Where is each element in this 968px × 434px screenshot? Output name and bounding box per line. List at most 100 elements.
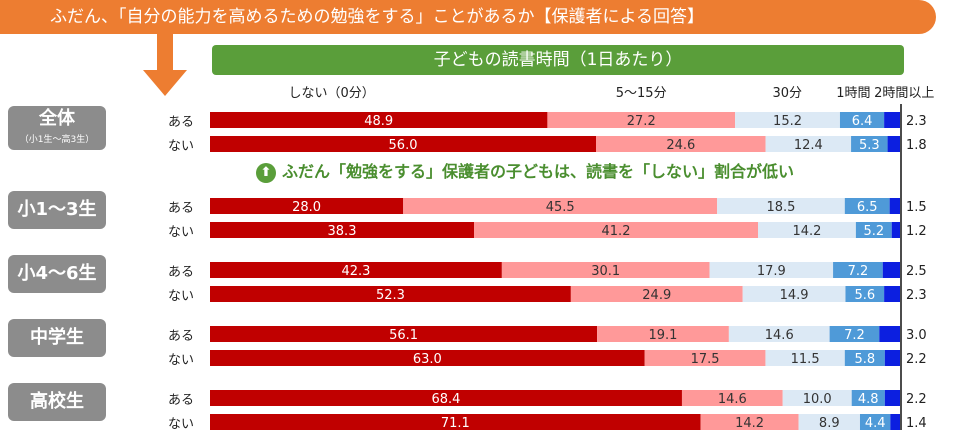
data-label: 28.0 bbox=[292, 200, 321, 215]
chart-subtitle: 子どもの読書時間（1日あたり） bbox=[212, 45, 904, 75]
bar-segment bbox=[884, 286, 900, 302]
bar-segment bbox=[782, 390, 852, 406]
data-label: 14.2 bbox=[735, 416, 764, 431]
row-label: ない bbox=[167, 353, 194, 368]
data-label: 19.1 bbox=[649, 328, 678, 343]
chart-annotation: ⬆ ふだん「勉強をする」保護者の子どもは、読書を「しない」割合が低い bbox=[256, 158, 794, 183]
data-label: 5.8 bbox=[854, 352, 875, 367]
chart-title-banner: ふだん、「自分の能力を高めるための勉強をする」ことがあるか【保護者による回答】 bbox=[0, 0, 936, 34]
data-label: 2.3 bbox=[906, 288, 927, 303]
bar-segment bbox=[798, 414, 860, 430]
bar-segment bbox=[547, 112, 736, 128]
bar-segment bbox=[859, 414, 891, 430]
bar-segment bbox=[597, 326, 729, 342]
bar-segment bbox=[884, 350, 900, 366]
bar-segment bbox=[474, 222, 759, 238]
bar-segment bbox=[845, 286, 885, 302]
bar-segment bbox=[884, 112, 900, 128]
data-label: 4.8 bbox=[858, 392, 879, 407]
data-label: 8.9 bbox=[819, 416, 840, 431]
group-label: 高校生 bbox=[8, 383, 106, 421]
row-label: ある bbox=[167, 329, 194, 344]
data-label: 7.2 bbox=[844, 328, 865, 343]
group-label: 中学生 bbox=[8, 319, 106, 357]
data-label: 48.9 bbox=[364, 114, 393, 129]
data-label: 2.3 bbox=[906, 114, 927, 129]
bar-segment bbox=[851, 136, 888, 152]
bar-segment bbox=[889, 198, 900, 214]
bar-segment bbox=[742, 286, 846, 302]
data-label: 14.6 bbox=[718, 392, 747, 407]
row-label: ある bbox=[167, 393, 194, 408]
bar-segment bbox=[833, 262, 883, 278]
group-name: 中学生 bbox=[30, 327, 84, 348]
data-label: 5.2 bbox=[863, 224, 884, 239]
legend-item: 30分 bbox=[772, 86, 803, 101]
bar-segment bbox=[570, 286, 743, 302]
bar-segment bbox=[829, 326, 880, 342]
group-label: 小1〜3生 bbox=[8, 191, 106, 229]
data-label: 56.0 bbox=[389, 138, 418, 153]
data-label: 24.6 bbox=[666, 138, 695, 153]
data-label: 7.2 bbox=[848, 264, 869, 279]
bar-segment bbox=[709, 262, 834, 278]
bar-segment bbox=[700, 414, 799, 430]
group-subname: （小1生〜高3生） bbox=[19, 135, 95, 145]
group-label: 小4〜6生 bbox=[8, 255, 106, 293]
bar-segment bbox=[765, 350, 845, 366]
bar-segment bbox=[403, 198, 718, 214]
data-label: 15.2 bbox=[773, 114, 802, 129]
data-label: 4.4 bbox=[865, 416, 886, 431]
bar-segment bbox=[210, 414, 701, 430]
data-label: 18.5 bbox=[767, 200, 796, 215]
row-label: ある bbox=[167, 201, 194, 216]
data-label: 68.4 bbox=[432, 392, 461, 407]
group-label: 全体 （小1生〜高3生） bbox=[8, 106, 106, 150]
data-label: 1.4 bbox=[906, 416, 927, 431]
data-label: 3.0 bbox=[906, 328, 927, 343]
data-label: 63.0 bbox=[413, 352, 442, 367]
row-label: ない bbox=[167, 417, 194, 432]
group-name: 小1〜3生 bbox=[17, 199, 97, 220]
data-label: 6.4 bbox=[852, 114, 873, 129]
bar-segment bbox=[851, 390, 885, 406]
group-name: 全体 bbox=[39, 108, 75, 129]
bar-segment bbox=[210, 112, 548, 128]
data-label: 5.6 bbox=[854, 288, 875, 303]
data-label: 1.2 bbox=[906, 224, 927, 239]
bar-segment bbox=[210, 136, 597, 152]
bar-segment bbox=[882, 262, 900, 278]
legend-item: 2時間以上 bbox=[874, 86, 935, 101]
group-name: 小4〜6生 bbox=[17, 263, 97, 284]
bar-segment bbox=[758, 222, 856, 238]
data-label: 27.2 bbox=[627, 114, 656, 129]
bar-segment bbox=[210, 286, 571, 302]
data-label: 42.3 bbox=[341, 264, 370, 279]
row-label: ない bbox=[167, 225, 194, 240]
data-label: 14.9 bbox=[780, 288, 809, 303]
annotation-text: ふだん「勉強をする」保護者の子どもは、読書を「しない」割合が低い bbox=[282, 162, 795, 181]
data-label: 17.9 bbox=[757, 264, 786, 279]
bar-segment bbox=[890, 414, 900, 430]
bar-segment bbox=[596, 136, 766, 152]
bar-segment bbox=[844, 198, 890, 214]
row-label: ない bbox=[167, 139, 194, 154]
data-label: 30.1 bbox=[591, 264, 620, 279]
data-label: 12.4 bbox=[794, 138, 823, 153]
data-label: 52.3 bbox=[376, 288, 405, 303]
data-label: 2.5 bbox=[906, 264, 927, 279]
data-label: 45.5 bbox=[546, 200, 575, 215]
data-label: 38.3 bbox=[328, 224, 357, 239]
data-label: 41.2 bbox=[602, 224, 631, 239]
data-label: 56.1 bbox=[389, 328, 418, 343]
bar-segment bbox=[210, 222, 475, 238]
bar-segment bbox=[210, 390, 682, 406]
data-label: 14.6 bbox=[765, 328, 794, 343]
data-label: 2.2 bbox=[906, 392, 927, 407]
row-label: ない bbox=[167, 289, 194, 304]
bar-segment bbox=[728, 326, 830, 342]
row-label: ある bbox=[167, 265, 194, 280]
bar-segment bbox=[210, 262, 502, 278]
bar-segment bbox=[879, 326, 900, 342]
